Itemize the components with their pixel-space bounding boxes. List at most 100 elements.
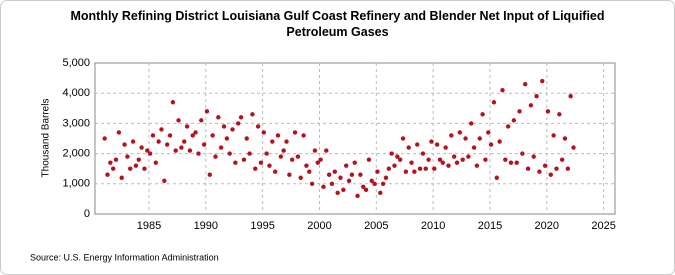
y-tick-label: 4,000 (62, 87, 90, 99)
point (227, 151, 232, 156)
point (389, 151, 394, 156)
point (451, 154, 457, 159)
x-tick-label: 2000 (307, 220, 331, 232)
x-tick-label: 2005 (364, 220, 388, 232)
point (409, 160, 414, 165)
point (253, 166, 258, 171)
point (412, 169, 417, 174)
point (420, 151, 426, 156)
point (343, 163, 349, 168)
point (525, 166, 531, 171)
point (147, 151, 153, 156)
point (139, 145, 144, 150)
point (292, 130, 298, 135)
point (193, 130, 198, 135)
point (133, 163, 139, 168)
point (224, 136, 230, 141)
point (548, 172, 553, 177)
point (213, 154, 218, 159)
point (179, 145, 184, 150)
point (540, 78, 545, 84)
point (440, 160, 446, 165)
point (346, 178, 352, 183)
x-tick-label: 1985 (137, 220, 161, 232)
point (483, 157, 488, 162)
point (511, 118, 517, 123)
point (150, 133, 156, 138)
point (417, 166, 423, 171)
point (238, 115, 244, 120)
point (406, 145, 411, 150)
x-tick-label: 2025 (591, 220, 615, 232)
point (142, 166, 147, 171)
point (324, 148, 329, 153)
point (460, 157, 465, 162)
point (449, 133, 454, 138)
point (537, 169, 542, 174)
point (275, 133, 281, 138)
point (218, 145, 224, 150)
point (545, 109, 551, 114)
point (534, 94, 539, 99)
point (429, 139, 434, 144)
point (491, 100, 497, 105)
point (335, 190, 340, 196)
point (110, 166, 116, 171)
point (432, 166, 437, 171)
point (312, 148, 318, 153)
point (295, 154, 301, 159)
point (221, 124, 227, 129)
point (397, 157, 403, 162)
point (463, 136, 468, 141)
point (210, 133, 215, 138)
point (355, 193, 360, 199)
point (554, 166, 559, 171)
point (184, 124, 190, 129)
point (338, 175, 343, 180)
point (508, 160, 514, 165)
point (145, 148, 150, 153)
point (278, 154, 284, 159)
point (551, 133, 556, 138)
point (523, 81, 528, 87)
point (520, 151, 525, 156)
point (466, 154, 471, 159)
source: Source: U.S. Energy Information Administ… (30, 252, 219, 262)
point (159, 127, 164, 132)
point (173, 148, 178, 153)
point (247, 151, 252, 156)
point (236, 121, 241, 126)
point (113, 157, 119, 162)
point (329, 181, 335, 186)
point (497, 139, 502, 144)
point (341, 187, 346, 193)
point (196, 151, 201, 156)
point (304, 163, 309, 168)
point (361, 184, 366, 190)
point (164, 142, 170, 147)
point (315, 160, 320, 165)
point (255, 124, 261, 129)
point (531, 154, 536, 159)
point (199, 118, 204, 123)
y-tick-label: 3,000 (62, 117, 90, 129)
point (307, 169, 312, 174)
point (486, 130, 491, 135)
point (261, 130, 266, 135)
point (358, 172, 363, 177)
y-tick-label: 1,000 (62, 178, 90, 190)
point (446, 163, 451, 168)
chart-title: Monthly Refining District Louisiana Gulf… (70, 9, 605, 39)
point (204, 109, 210, 114)
point (352, 160, 357, 165)
point (287, 172, 292, 177)
point (264, 151, 269, 156)
point (281, 148, 286, 153)
point (378, 190, 383, 196)
point (500, 87, 505, 93)
point (366, 157, 372, 162)
point (102, 136, 107, 141)
x-tick-label: 2020 (535, 220, 559, 232)
point (423, 166, 428, 171)
